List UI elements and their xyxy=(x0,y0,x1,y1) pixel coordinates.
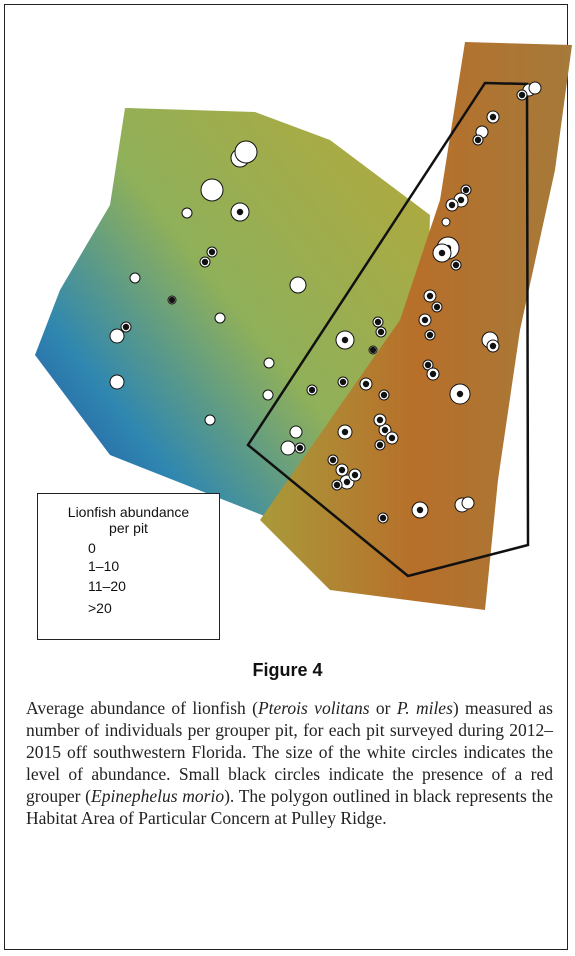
grouper-dot xyxy=(344,479,350,485)
grouper-dot xyxy=(342,429,348,435)
grouper-dot xyxy=(417,507,423,513)
grouper-dot xyxy=(389,435,395,441)
pit-circle xyxy=(264,358,274,368)
grouper-dot xyxy=(352,472,358,478)
grouper-dot xyxy=(169,297,175,303)
grouper-dot xyxy=(342,337,348,343)
pit-circle xyxy=(205,415,215,425)
grouper-dot xyxy=(363,381,369,387)
pit-circle xyxy=(215,313,225,323)
grouper-dot xyxy=(381,392,387,398)
grouper-dot xyxy=(209,249,215,255)
caption-species: Epinephelus morio xyxy=(91,786,224,806)
grouper-dot xyxy=(123,324,129,330)
grouper-dot xyxy=(453,262,459,268)
legend-item: 1–10 xyxy=(88,558,119,574)
caption-text: Average abundance of lionfish ( xyxy=(26,698,258,718)
figure-page: Lionfish abundance per pit 0 1–10 11–20 … xyxy=(0,0,575,956)
grouper-dot xyxy=(330,457,336,463)
grouper-dot xyxy=(378,329,384,335)
caption-text: or xyxy=(370,698,397,718)
caption-species: Pterois volitans xyxy=(258,698,370,718)
pit-circle xyxy=(290,277,306,293)
page: Lionfish abundance per pit 0 1–10 11–20 … xyxy=(0,0,575,956)
grouper-dot xyxy=(430,371,436,377)
legend: Lionfish abundance per pit 0 1–10 11–20 … xyxy=(37,493,220,640)
legend-item: 11–20 xyxy=(88,578,126,594)
grouper-dot xyxy=(439,250,445,256)
grouper-dot xyxy=(434,304,440,310)
pit-circle xyxy=(529,82,541,94)
grouper-dot xyxy=(519,92,525,98)
grouper-dot xyxy=(377,442,383,448)
grouper-dot xyxy=(427,293,433,299)
pit-circle xyxy=(281,441,295,455)
caption-species: P. miles xyxy=(397,698,453,718)
pit-circle xyxy=(130,273,140,283)
legend-item: 0 xyxy=(88,540,96,556)
grouper-dot xyxy=(340,379,346,385)
grouper-dot xyxy=(457,391,463,397)
pit-circle xyxy=(110,375,124,389)
pit-circle xyxy=(290,426,302,438)
grouper-dot xyxy=(334,482,340,488)
grouper-dot xyxy=(463,187,469,193)
figure-label: Figure 4 xyxy=(0,660,575,681)
pit-circle xyxy=(462,497,474,509)
grouper-dot xyxy=(339,467,345,473)
grouper-dot xyxy=(309,387,315,393)
legend-title: Lionfish abundance per pit xyxy=(64,504,194,536)
grouper-dot xyxy=(422,317,428,323)
grouper-dot xyxy=(490,114,496,120)
grouper-dot xyxy=(375,319,381,325)
pit-circle xyxy=(182,208,192,218)
grouper-dot xyxy=(202,259,208,265)
grouper-dot xyxy=(425,362,431,368)
pit-circle xyxy=(263,390,273,400)
grouper-dot xyxy=(297,445,303,451)
grouper-dot xyxy=(382,427,388,433)
grouper-dot xyxy=(237,209,243,215)
grouper-dot xyxy=(370,347,376,353)
grouper-dot xyxy=(377,417,383,423)
grouper-dot xyxy=(449,202,455,208)
legend-item: >20 xyxy=(88,600,112,616)
grouper-dot xyxy=(490,343,496,349)
grouper-dot xyxy=(475,137,481,143)
grouper-dot xyxy=(380,515,386,521)
grouper-dot xyxy=(427,332,433,338)
caption: Average abundance of lionfish (Pterois v… xyxy=(26,697,553,829)
pit-circle xyxy=(235,141,257,163)
pit-circle xyxy=(201,179,223,201)
grouper-dot xyxy=(458,197,464,203)
pit-circle xyxy=(442,218,450,226)
pit-circle xyxy=(110,329,124,343)
